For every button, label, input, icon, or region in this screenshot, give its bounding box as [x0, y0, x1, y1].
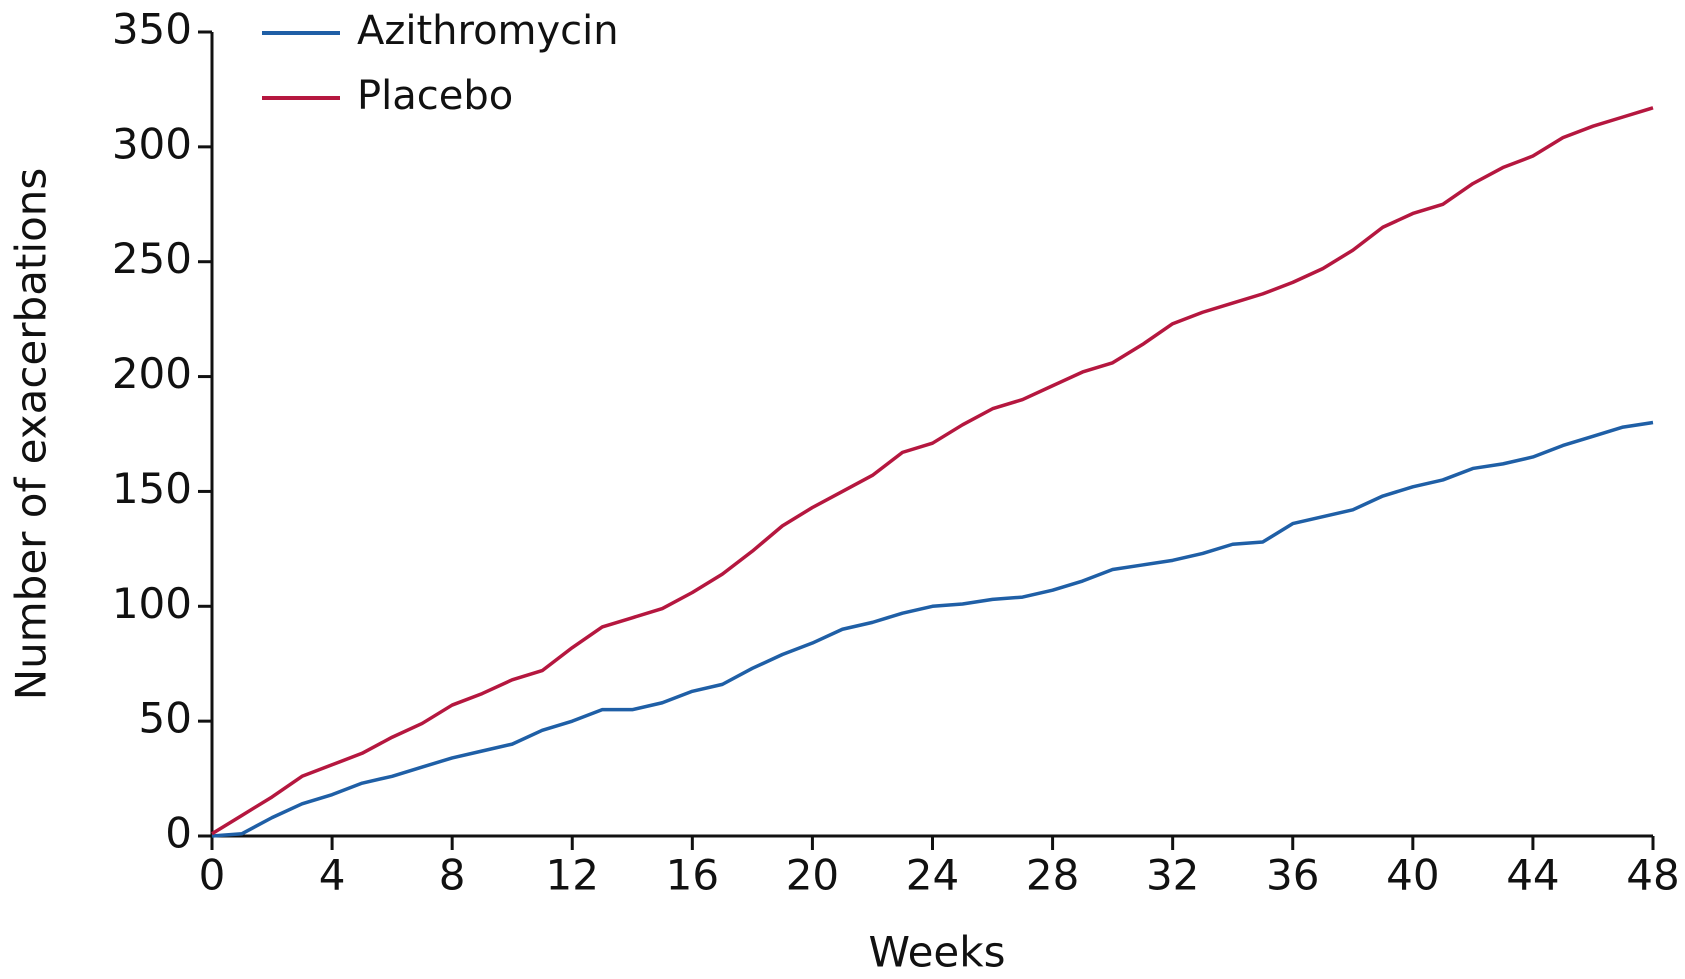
- x-tick-label: 12: [546, 851, 599, 900]
- x-tick-label: 20: [786, 851, 839, 900]
- y-tick-label: 300: [112, 119, 192, 168]
- legend-label: Azithromycin: [357, 8, 619, 54]
- y-tick-label: 50: [139, 694, 192, 743]
- y-tick-label: 100: [112, 579, 192, 628]
- data-line: [211, 420, 1654, 838]
- y-tick-label: 200: [112, 349, 192, 398]
- y-tick-label: 350: [112, 5, 192, 54]
- x-tick-label: 4: [319, 851, 346, 900]
- x-tick-label: 36: [1266, 851, 1319, 900]
- x-tick-label: 16: [666, 851, 719, 900]
- y-tick-label: 150: [112, 464, 192, 513]
- data-line: [211, 106, 1654, 836]
- legend-label: Placebo: [357, 73, 513, 119]
- x-tick-label: 40: [1386, 851, 1439, 900]
- y-axis-label: Number of exacerbations: [7, 168, 56, 701]
- x-tick-label: 28: [1026, 851, 1079, 900]
- x-tick-label: 24: [906, 851, 959, 900]
- x-tick-label: 48: [1626, 851, 1679, 900]
- y-tick-label: 250: [112, 234, 192, 283]
- x-tick-label: 0: [199, 851, 226, 900]
- x-axis-label: Weeks: [869, 928, 1006, 977]
- x-tick-label: 44: [1506, 851, 1559, 900]
- y-tick-label: 0: [165, 809, 192, 858]
- x-tick-label: 32: [1146, 851, 1199, 900]
- x-tick-label: 8: [439, 851, 466, 900]
